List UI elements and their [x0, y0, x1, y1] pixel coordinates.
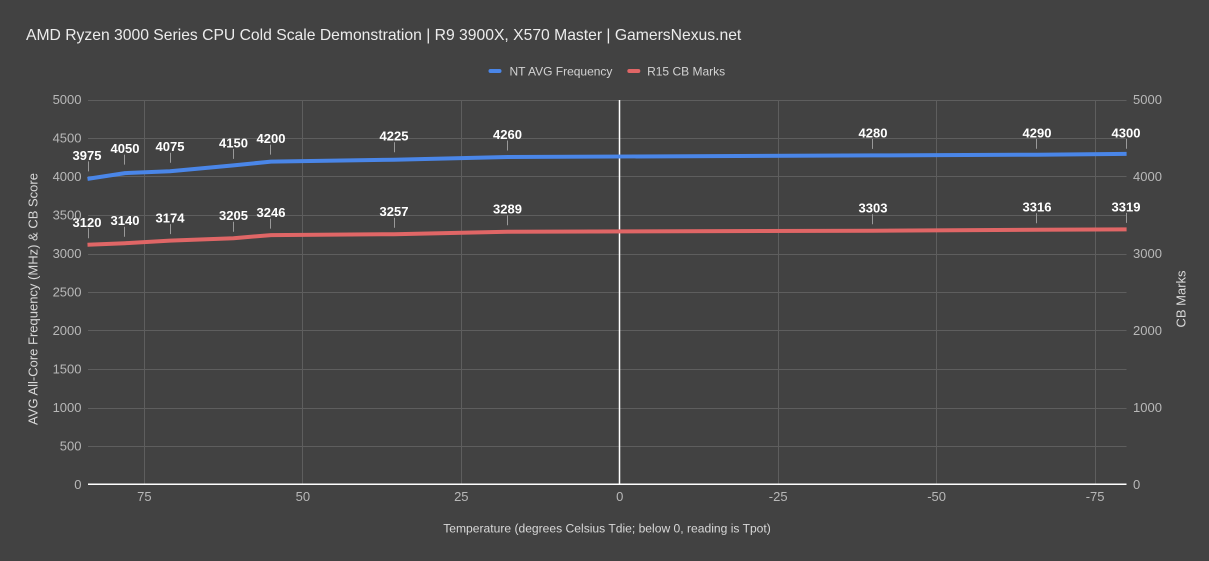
svg-text:Temperature (degrees Celsius T: Temperature (degrees Celsius Tdie; below… [443, 521, 771, 535]
svg-text:0: 0 [1133, 477, 1140, 492]
svg-text:-75: -75 [1086, 489, 1105, 504]
svg-text:3257: 3257 [380, 204, 409, 219]
svg-text:2500: 2500 [53, 285, 82, 300]
svg-text:3303: 3303 [859, 201, 888, 216]
svg-text:R15 CB Marks: R15 CB Marks [647, 65, 725, 79]
svg-text:3319: 3319 [1112, 199, 1141, 214]
svg-text:4290: 4290 [1023, 125, 1052, 140]
svg-text:4280: 4280 [859, 125, 888, 140]
svg-text:-50: -50 [927, 489, 946, 504]
svg-text:3140: 3140 [111, 213, 140, 228]
svg-text:AVG All-Core Frequency (MHz) &: AVG All-Core Frequency (MHz) & CB Score [26, 173, 41, 425]
svg-text:2000: 2000 [1133, 323, 1162, 338]
svg-text:5000: 5000 [1133, 92, 1162, 107]
svg-text:3246: 3246 [257, 205, 286, 220]
svg-text:1000: 1000 [53, 400, 82, 415]
svg-text:4500: 4500 [53, 131, 82, 146]
svg-text:75: 75 [137, 489, 151, 504]
svg-text:1500: 1500 [53, 362, 82, 377]
svg-text:50: 50 [296, 489, 310, 504]
svg-text:25: 25 [454, 489, 468, 504]
svg-text:3205: 3205 [219, 208, 248, 223]
svg-text:4225: 4225 [380, 129, 409, 144]
svg-text:4000: 4000 [1133, 169, 1162, 184]
svg-text:3120: 3120 [73, 215, 102, 230]
svg-text:3500: 3500 [53, 208, 82, 223]
svg-text:500: 500 [60, 439, 82, 454]
svg-text:3289: 3289 [493, 202, 522, 217]
svg-text:4200: 4200 [257, 131, 286, 146]
svg-text:1000: 1000 [1133, 400, 1162, 415]
svg-text:4300: 4300 [1112, 125, 1141, 140]
svg-text:0: 0 [74, 477, 81, 492]
svg-text:3316: 3316 [1023, 200, 1052, 215]
svg-text:4150: 4150 [219, 135, 248, 150]
svg-text:2000: 2000 [53, 323, 82, 338]
svg-text:4050: 4050 [111, 141, 140, 156]
svg-text:4000: 4000 [53, 169, 82, 184]
svg-text:4075: 4075 [156, 139, 185, 154]
svg-text:NT AVG Frequency: NT AVG Frequency [510, 65, 613, 79]
svg-text:AMD Ryzen 3000 Series CPU Cold: AMD Ryzen 3000 Series CPU Cold Scale Dem… [26, 27, 742, 44]
svg-text:3174: 3174 [156, 211, 186, 226]
svg-text:5000: 5000 [53, 92, 82, 107]
svg-text:0: 0 [616, 489, 623, 504]
svg-text:3000: 3000 [1133, 246, 1162, 261]
svg-text:3000: 3000 [53, 246, 82, 261]
svg-text:CB Marks: CB Marks [1173, 270, 1188, 328]
svg-text:3975: 3975 [73, 148, 102, 163]
svg-text:-25: -25 [769, 489, 788, 504]
svg-text:4260: 4260 [493, 127, 522, 142]
